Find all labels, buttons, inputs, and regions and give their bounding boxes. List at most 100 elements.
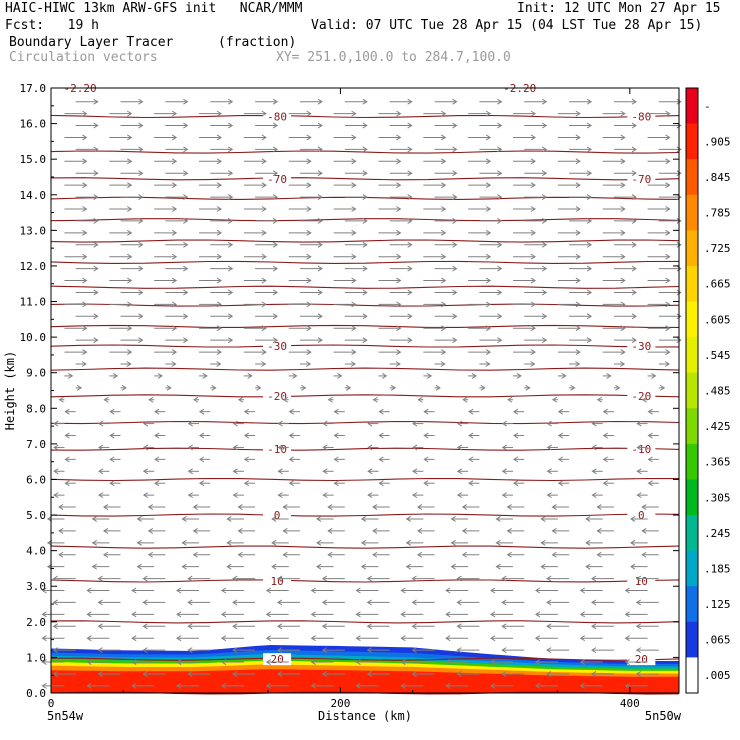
colorbar-label: - xyxy=(704,100,711,113)
vector-arrow-head xyxy=(272,122,279,129)
vector-arrow-head xyxy=(93,98,99,105)
vector-arrow-head xyxy=(490,682,496,689)
vector-arrow-head xyxy=(501,420,507,427)
vector-arrow-head xyxy=(192,551,198,558)
vector-arrow-head xyxy=(147,551,154,558)
vector-arrow-head xyxy=(64,456,70,463)
vector-arrow-head xyxy=(98,468,104,475)
vector-arrow-head xyxy=(232,599,238,606)
vector-arrow-head xyxy=(227,98,234,105)
vector-arrow-head xyxy=(272,98,279,105)
vector-arrow-head xyxy=(651,372,657,379)
vector-arrow-head xyxy=(516,372,522,379)
vector-arrow-head xyxy=(93,146,99,153)
vector-arrow-head xyxy=(664,361,671,367)
vector-arrow-head xyxy=(227,337,234,344)
vector-arrow-head xyxy=(327,396,333,403)
isotherm-label-bg xyxy=(627,509,656,522)
vector-arrow-head xyxy=(171,361,177,367)
vector-arrow-head xyxy=(198,480,205,487)
vector-arrow-head xyxy=(127,110,133,117)
vector-arrow-head xyxy=(400,587,406,594)
vector-arrow-head xyxy=(91,563,97,570)
vector-arrow-head xyxy=(272,170,279,177)
vector-arrow-head xyxy=(337,372,343,379)
vector-arrow-head xyxy=(131,587,137,594)
vector-arrow-head xyxy=(620,229,626,236)
vector-arrow-head xyxy=(232,671,238,677)
vector-arrow-head xyxy=(232,420,238,427)
vector-arrow-head xyxy=(216,229,222,236)
y-tick-label: 15.0 xyxy=(20,153,47,166)
vector-arrow-head xyxy=(306,110,312,117)
vector-arrow-head xyxy=(440,361,446,367)
vector-arrow-head xyxy=(216,253,222,260)
isotherm-label: -70 xyxy=(631,173,651,186)
vector-arrow-head xyxy=(396,110,402,117)
vector-arrow-head xyxy=(620,301,626,308)
y-tick-label: 13.0 xyxy=(20,224,47,237)
vector-arrow-head xyxy=(452,217,458,224)
vector-arrow-head xyxy=(659,384,666,391)
vector-arrow-head xyxy=(366,623,372,630)
vector-arrow-head xyxy=(282,396,289,403)
vector-arrow-head xyxy=(534,611,541,618)
vector-arrow-head xyxy=(490,635,496,642)
isotherm-line xyxy=(50,114,680,119)
vector-arrow-head xyxy=(676,241,682,248)
vector-arrow-head xyxy=(226,516,232,522)
vector-arrow-head xyxy=(202,372,208,379)
vector-arrow-head xyxy=(220,682,227,689)
vector-arrow-head xyxy=(58,504,64,510)
field-units: (fraction) xyxy=(218,35,297,50)
vector-arrow-head xyxy=(541,98,548,105)
vector-arrow-head xyxy=(407,98,413,105)
vector-arrow-head xyxy=(261,134,267,141)
vector-arrow-head xyxy=(396,182,402,189)
vector-arrow-head xyxy=(405,563,411,570)
vector-arrow-head xyxy=(676,170,682,177)
vector-arrow-head xyxy=(261,182,267,189)
vector-arrow-head xyxy=(131,635,137,642)
vector-arrow-head xyxy=(183,98,189,105)
vector-arrow-head xyxy=(53,468,59,475)
vector-arrow-head xyxy=(452,337,458,344)
vector-arrow-head xyxy=(620,110,626,117)
vector-arrow-head xyxy=(171,158,178,165)
vector-arrow-head xyxy=(306,349,312,355)
vector-arrow-head xyxy=(631,146,637,153)
vector-arrow-head xyxy=(265,682,272,689)
isotherm-line xyxy=(50,545,680,549)
field-title: Boundary Layer Tracer xyxy=(9,35,174,50)
y-tick-label: 6.0 xyxy=(26,473,46,486)
colorbar-swatch xyxy=(686,586,698,623)
vector-arrow-head xyxy=(127,206,133,212)
vector-arrow-head xyxy=(636,444,642,451)
isotherm-line xyxy=(50,579,680,583)
vector-arrow-head xyxy=(635,647,642,654)
vector-arrow-head xyxy=(534,659,541,665)
vector-arrow-head xyxy=(596,551,602,558)
vector-arrow-head xyxy=(82,277,88,284)
vector-arrow-head xyxy=(321,623,328,630)
vector-arrow-head xyxy=(396,277,402,284)
vector-arrow-head xyxy=(620,134,626,141)
vector-arrow-head xyxy=(351,206,357,212)
vector-arrow-head xyxy=(181,563,187,570)
vector-arrow-head xyxy=(351,134,357,141)
vector-arrow-head xyxy=(541,265,548,272)
vector-arrow-head xyxy=(136,563,142,570)
vector-arrow-head xyxy=(530,277,536,284)
vector-arrow-head xyxy=(441,349,447,355)
vector-arrow-head xyxy=(277,623,283,630)
vector-arrow-head xyxy=(306,206,312,212)
vector-arrow-head xyxy=(596,396,603,403)
vector-arrow-head xyxy=(227,122,234,129)
vector-arrow-head xyxy=(585,516,591,522)
vector-arrow-head xyxy=(441,110,447,117)
vector-arrow-head xyxy=(261,229,267,236)
vector-arrow-head xyxy=(546,420,552,427)
isotherm-label-bg xyxy=(263,389,292,402)
vector-arrow-head xyxy=(310,659,316,665)
vector-arrow-head xyxy=(512,480,519,487)
